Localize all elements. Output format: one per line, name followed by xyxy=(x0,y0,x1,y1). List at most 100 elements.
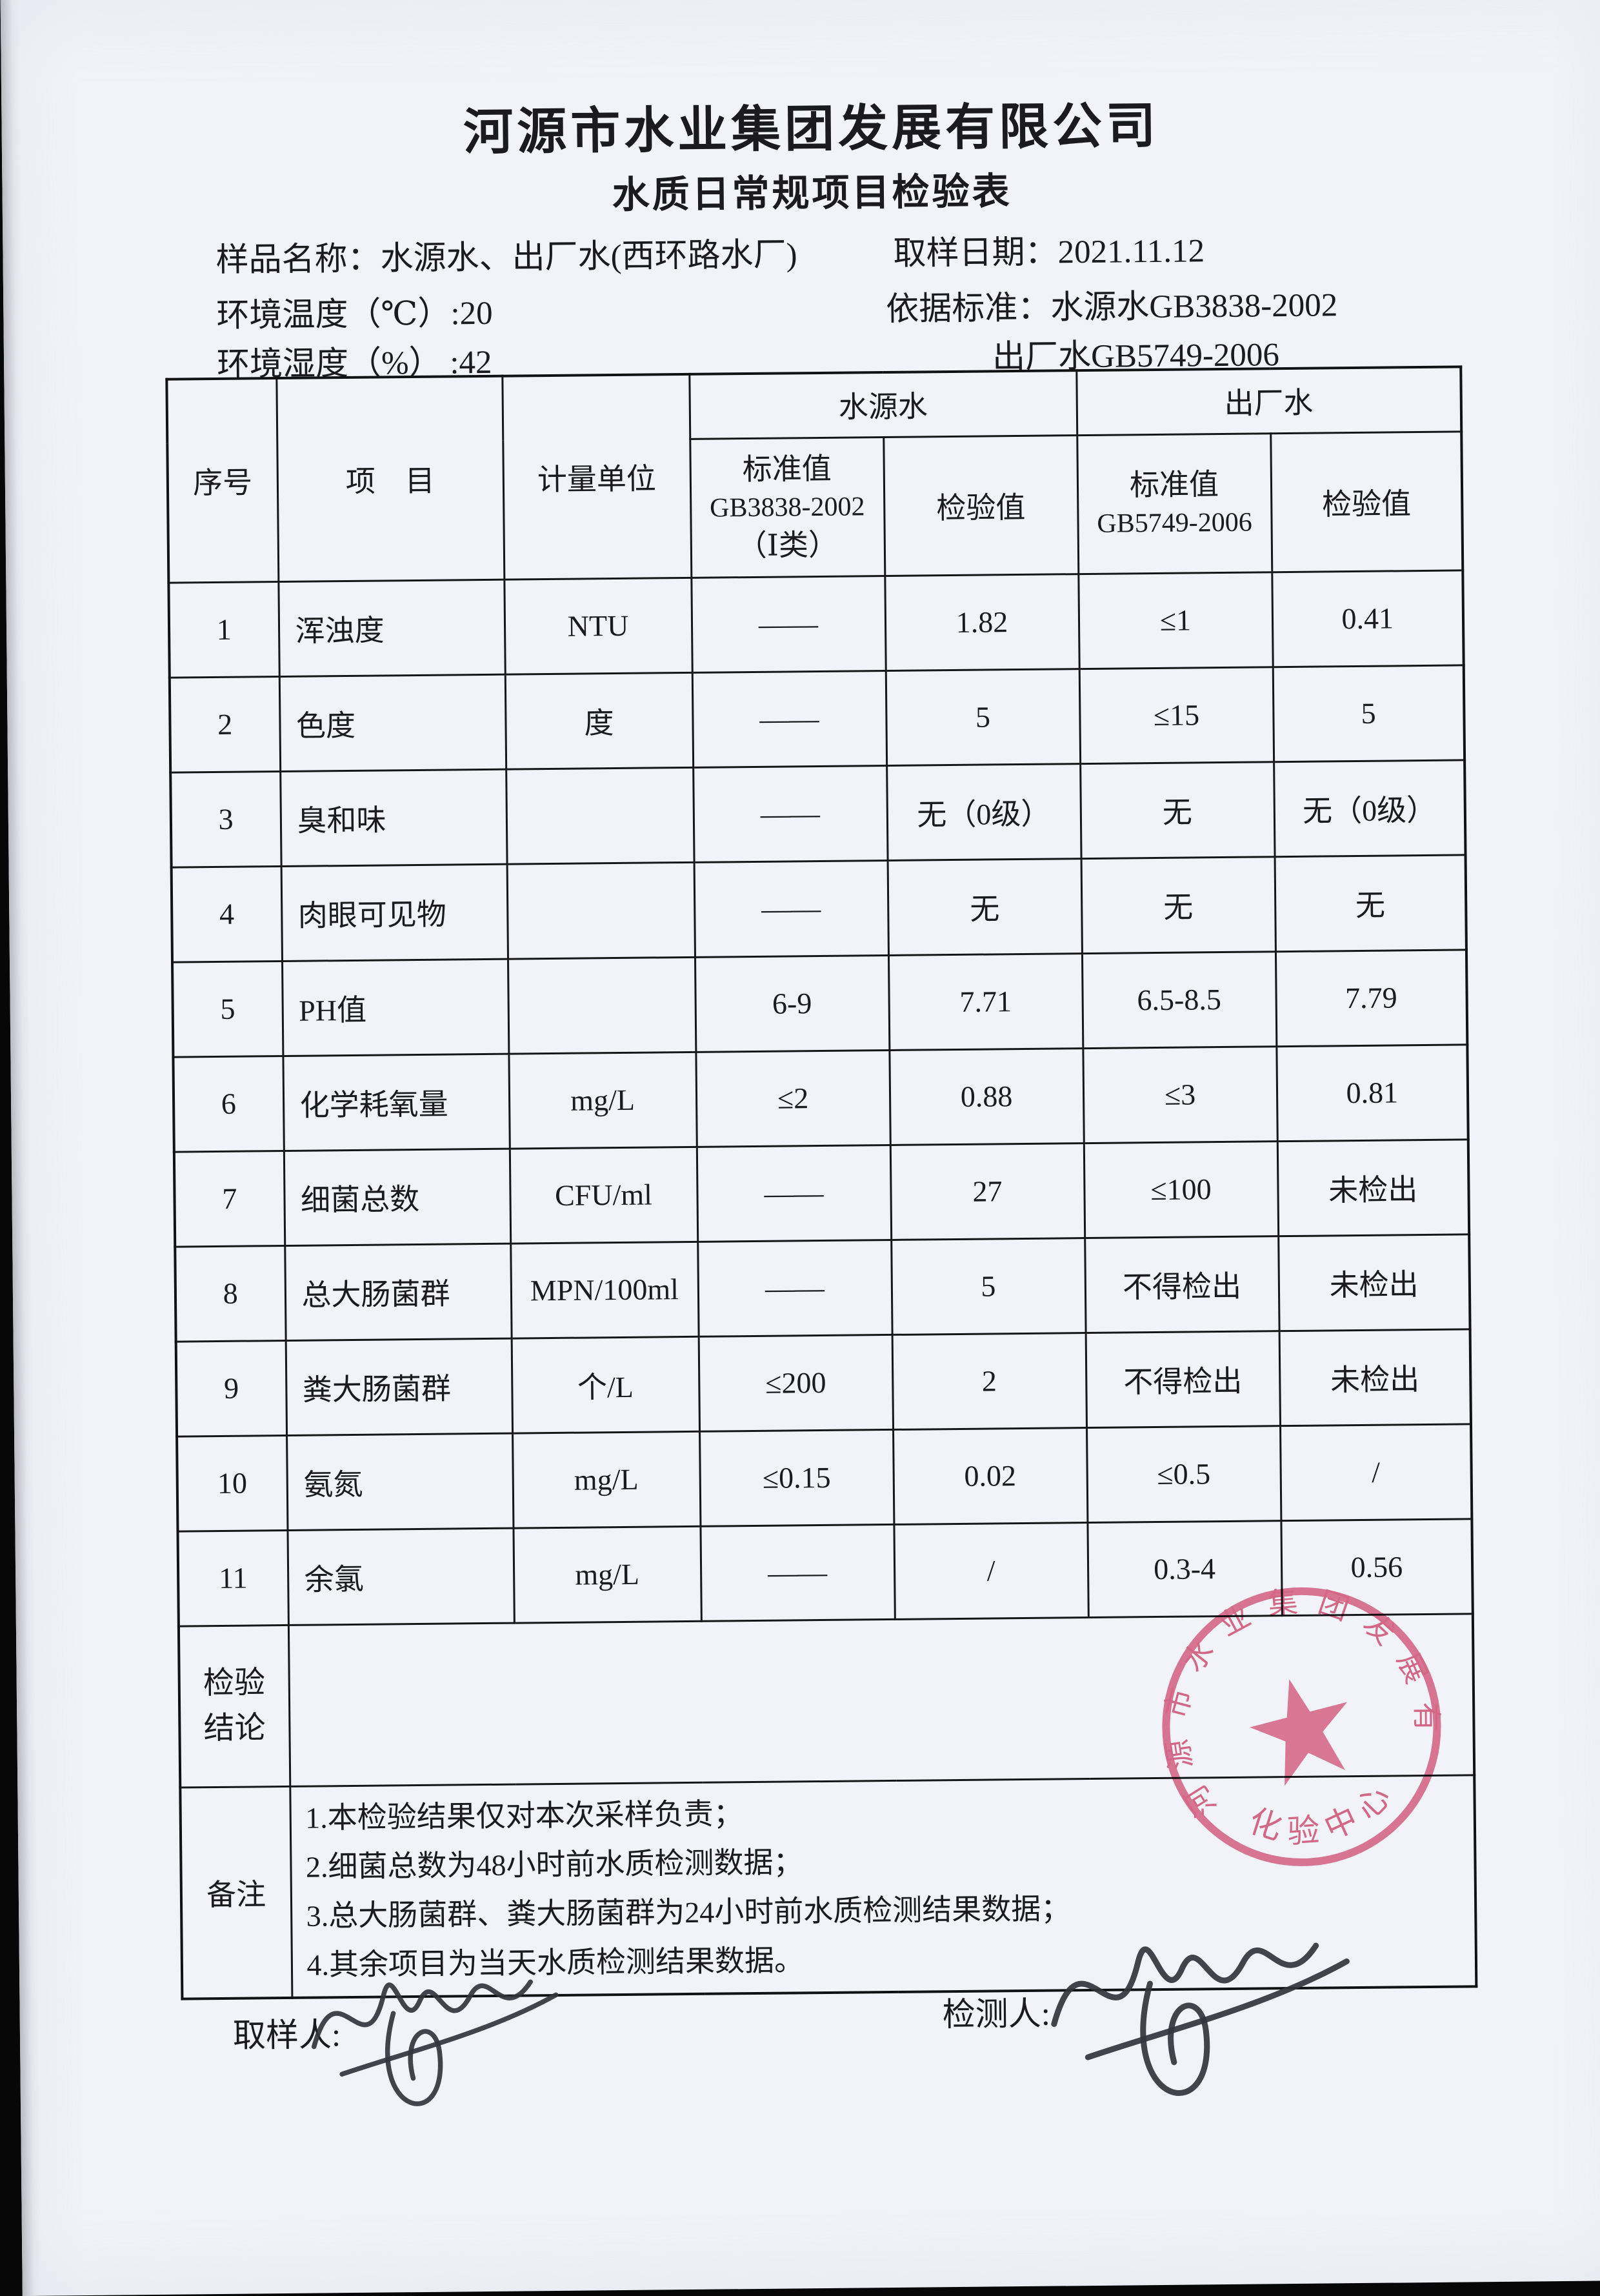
cell-unit: 度 xyxy=(505,672,694,769)
group-header-source-water: 水源水 xyxy=(689,370,1077,439)
cell-unit xyxy=(506,861,695,959)
company-title: 河源市水业集团发展有限公司 xyxy=(463,97,1160,161)
sample-name-value: 水源水、出厂水(西环路水厂) xyxy=(380,237,797,277)
cell-source-standard: —— xyxy=(693,765,888,862)
cell-unit: mg/L xyxy=(508,1051,697,1149)
cell-source-check: 无（0级） xyxy=(886,763,1081,860)
table-row: 6 化学耗氧量 mg/L ≤2 0.88 ≤3 0.81 xyxy=(173,1044,1468,1152)
cell-factory-check: 无（0级） xyxy=(1274,760,1466,857)
seal-ring xyxy=(1162,1587,1441,1866)
svg-text:化验中心: 化验中心 xyxy=(1237,1766,1412,1868)
cell-source-check: 27 xyxy=(890,1143,1085,1240)
table-row: 10 氨氮 mg/L ≤0.15 0.02 ≤0.5 / xyxy=(177,1424,1472,1531)
cell-factory-check: 5 xyxy=(1272,665,1465,762)
cell-factory-standard: 无 xyxy=(1081,856,1275,954)
cell-factory-check: / xyxy=(1279,1424,1472,1521)
cell-unit: 个/L xyxy=(511,1336,700,1433)
basis-standard-label: 依据标准： xyxy=(886,290,1051,328)
cell-source-standard: —— xyxy=(700,1524,895,1621)
cell-index: 4 xyxy=(171,866,283,962)
cell-unit xyxy=(506,767,694,864)
cell-item: 总大肠菌群 xyxy=(285,1243,512,1340)
sampling-date-label: 取样日期： xyxy=(893,234,1058,272)
cell-index: 8 xyxy=(175,1245,286,1342)
source-standard-line3: （Ⅰ类） xyxy=(737,528,839,562)
scan-edge-shadow xyxy=(0,0,42,2296)
cell-unit: CFU/ml xyxy=(509,1146,698,1244)
conclusion-label-line1: 检验 xyxy=(203,1666,266,1701)
cell-index: 10 xyxy=(177,1435,288,1531)
cell-item: PH值 xyxy=(282,958,509,1056)
cell-factory-standard: ≤3 xyxy=(1083,1046,1277,1143)
cell-source-standard: —— xyxy=(694,860,888,957)
cell-item: 臭和味 xyxy=(280,769,507,867)
sampling-date-value: 2021.11.12 xyxy=(1057,233,1205,271)
cell-item: 色度 xyxy=(279,674,506,772)
cell-factory-standard: ≤1 xyxy=(1078,572,1273,669)
cell-index: 1 xyxy=(168,581,279,678)
cell-item: 余氯 xyxy=(287,1527,514,1625)
cell-factory-standard: ≤0.5 xyxy=(1086,1425,1281,1523)
cell-factory-check: 未检出 xyxy=(1278,1234,1470,1331)
col-header-source-check: 检验值 xyxy=(883,435,1079,576)
basis-standard-line: 依据标准：水源水GB3838-2002 xyxy=(886,277,1338,330)
col-header-item: 项 目 xyxy=(276,376,505,582)
cell-index: 9 xyxy=(175,1340,287,1436)
cell-factory-check: 未检出 xyxy=(1277,1139,1470,1236)
cell-factory-check: 7.79 xyxy=(1275,949,1468,1047)
table-row: 8 总大肠菌群 MPN/100ml —— 5 不得检出 未检出 xyxy=(175,1234,1470,1342)
seal-star-icon xyxy=(1250,1679,1348,1786)
env-temp-line: 环境温度（℃）:20 xyxy=(216,286,493,336)
factory-standard-line2: GB5749-2006 xyxy=(1097,507,1252,539)
cell-item: 细菌总数 xyxy=(283,1148,511,1245)
cell-index: 7 xyxy=(174,1150,285,1247)
cell-factory-check: 0.81 xyxy=(1276,1044,1468,1142)
cell-source-check: 5 xyxy=(891,1238,1086,1334)
company-seal-stamp: 河源市水业集团发展有限公司 化验中心 xyxy=(1127,1552,1457,1868)
cell-item: 肉眼可见物 xyxy=(281,863,508,962)
cell-source-standard: —— xyxy=(692,670,887,767)
cell-source-standard: ≤2 xyxy=(695,1049,890,1147)
cell-index: 11 xyxy=(177,1529,288,1626)
group-header-factory-water: 出厂水 xyxy=(1076,367,1462,436)
cell-source-check: 5 xyxy=(885,669,1081,765)
env-temp-label: 环境温度（℃）: xyxy=(216,296,460,334)
cell-item: 氨氮 xyxy=(286,1433,514,1530)
cell-source-standard: —— xyxy=(691,576,886,672)
sampling-date-line: 取样日期：2021.11.12 xyxy=(893,223,1205,274)
cell-source-check: / xyxy=(894,1522,1088,1619)
cell-factory-standard: 6.5-8.5 xyxy=(1081,951,1277,1049)
cell-factory-standard: ≤100 xyxy=(1083,1141,1279,1238)
cell-factory-check: 未检出 xyxy=(1279,1329,1471,1426)
sample-name-line: 样品名称：水源水、出厂水(西环路水厂) xyxy=(215,227,797,281)
cell-source-standard: ≤0.15 xyxy=(699,1429,894,1526)
table-row: 7 细菌总数 CFU/ml —— 27 ≤100 未检出 xyxy=(174,1139,1470,1247)
source-standard-line2: GB3838-2002 xyxy=(709,491,865,523)
factory-standard-line1: 标准值 xyxy=(1129,467,1219,501)
cell-source-check: 1.82 xyxy=(885,574,1079,670)
cell-index: 5 xyxy=(172,961,283,1057)
cell-source-check: 0.02 xyxy=(893,1427,1088,1524)
table-row: 9 粪大肠菌群 个/L ≤200 2 不得检出 未检出 xyxy=(175,1329,1471,1436)
cell-source-check: 0.88 xyxy=(889,1048,1084,1145)
cell-source-check: 无 xyxy=(887,858,1082,955)
cell-index: 3 xyxy=(170,771,281,867)
cell-source-standard: ≤200 xyxy=(698,1334,894,1431)
conclusion-label-line2: 结论 xyxy=(203,1711,266,1746)
conclusion-label: 检验 结论 xyxy=(178,1624,290,1787)
cell-item: 浑浊度 xyxy=(278,579,505,677)
sampler-signature xyxy=(311,1979,559,2106)
col-header-source-standard: 标准值 GB3838-2002 （Ⅰ类） xyxy=(690,437,885,578)
cell-item: 化学耗氧量 xyxy=(283,1053,510,1151)
source-standard-line1: 标准值 xyxy=(742,452,832,486)
cell-unit: mg/L xyxy=(512,1431,701,1528)
cell-source-standard: 6-9 xyxy=(694,954,890,1052)
cell-factory-check: 无 xyxy=(1274,854,1466,952)
table-row: 5 PH值 6-9 7.71 6.5-8.5 7.79 xyxy=(172,949,1468,1057)
table-row: 4 肉眼可见物 —— 无 无 无 xyxy=(171,854,1466,962)
col-header-factory-check: 检验值 xyxy=(1270,431,1463,572)
table-row: 1 浑浊度 NTU —— 1.82 ≤1 0.41 xyxy=(168,570,1464,678)
seal-bottom-text: 化验中心 xyxy=(1237,1766,1412,1868)
cell-factory-standard: 无 xyxy=(1080,761,1275,859)
